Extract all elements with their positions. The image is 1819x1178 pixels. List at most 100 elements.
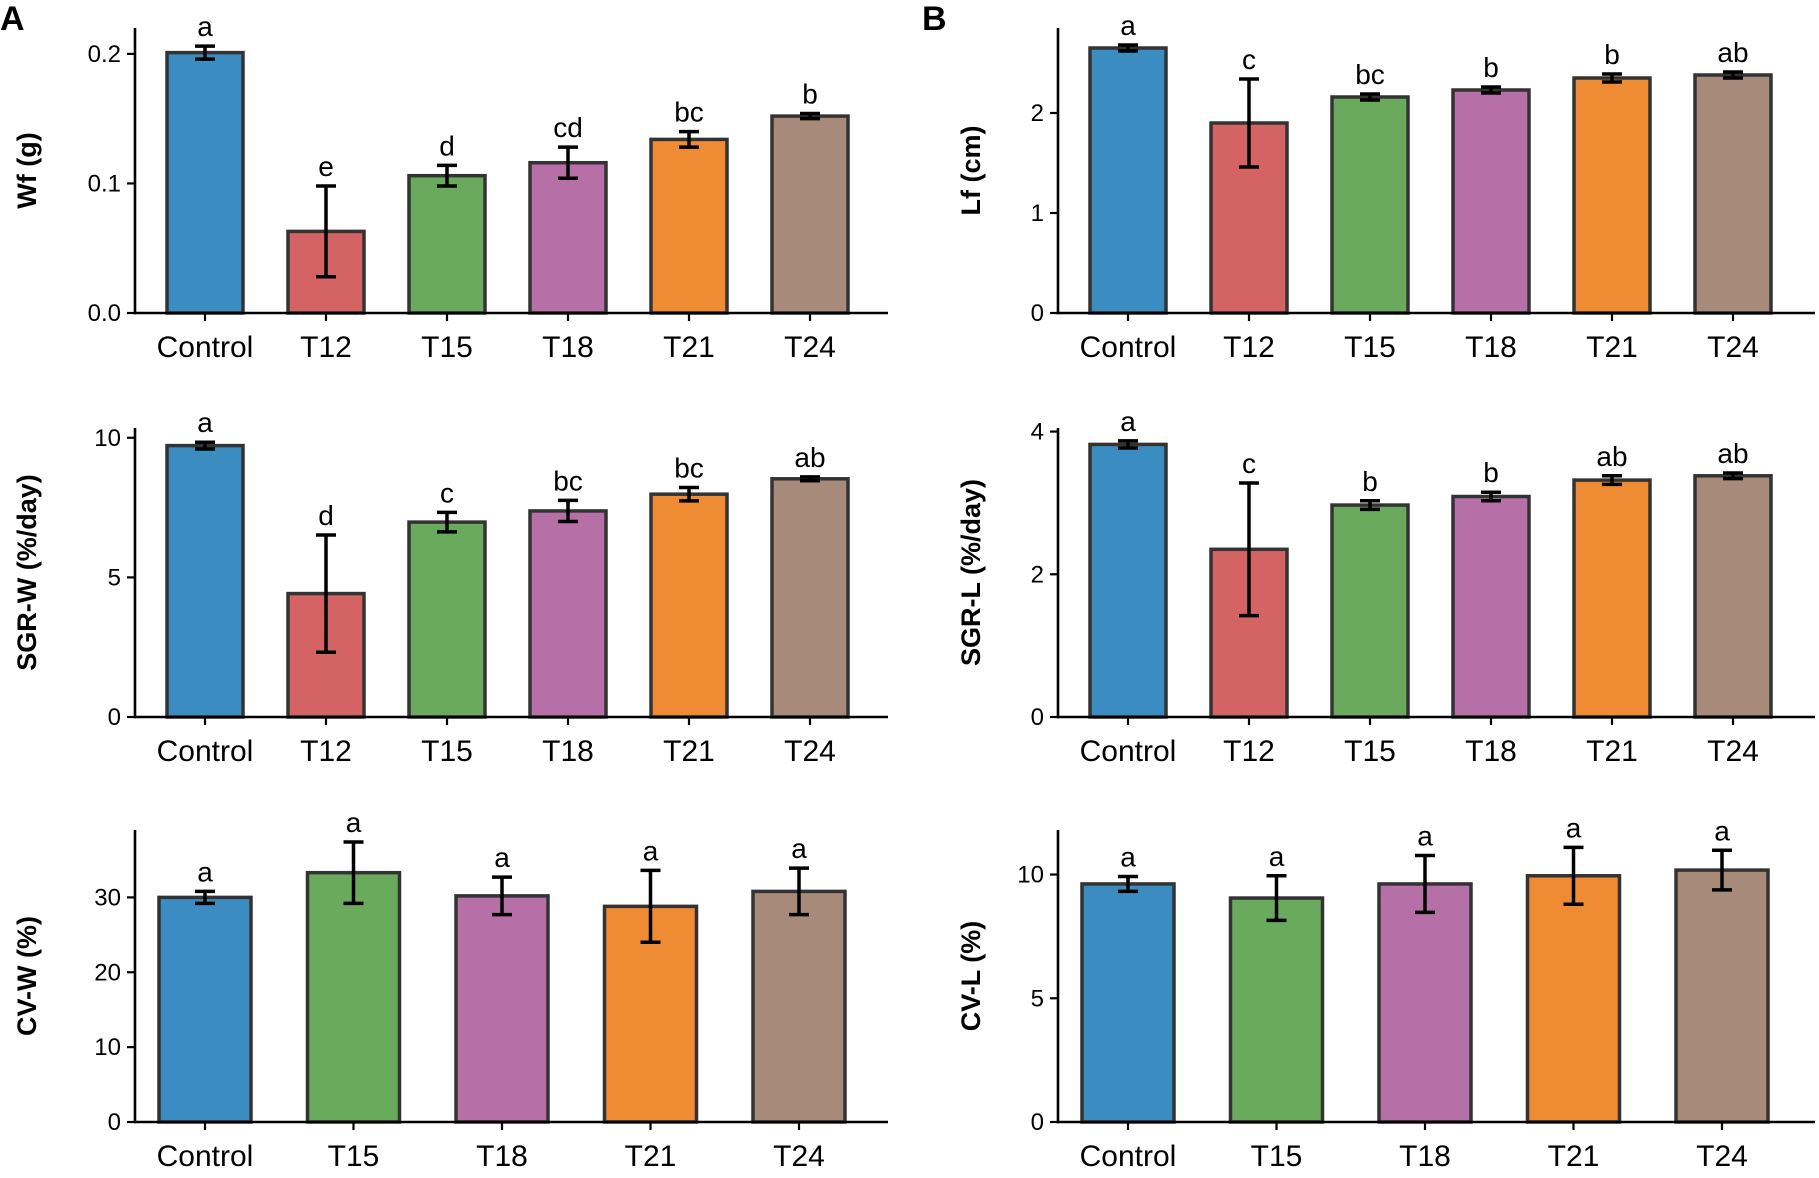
bar-t24 <box>770 477 850 719</box>
y-tick-label: 10 <box>94 1034 121 1061</box>
x-tick-label: T15 <box>1251 1140 1303 1173</box>
bar-t15 <box>407 173 487 315</box>
significance-letter: a <box>1714 815 1730 846</box>
significance-letter: a <box>1120 842 1136 873</box>
bar-t24 <box>751 889 847 1124</box>
bar-t24 <box>770 114 850 315</box>
x-tick-label: T18 <box>1465 735 1517 768</box>
panel-letter-a: A <box>0 0 25 38</box>
y-tick-label: 4 <box>1031 419 1044 446</box>
significance-letter: ab <box>794 442 825 473</box>
bar-control <box>157 895 253 1124</box>
x-tick-label: T21 <box>663 735 715 768</box>
significance-letter: bc <box>674 452 704 483</box>
x-tick-label: T24 <box>784 735 836 768</box>
y-tick-label: 1 <box>1031 200 1044 227</box>
x-tick-label: Control <box>157 1140 254 1173</box>
x-tick-label: Control <box>1080 735 1177 768</box>
y-tick-label: 5 <box>108 564 121 591</box>
significance-letter: b <box>1362 466 1378 497</box>
bar-control <box>1088 46 1168 315</box>
bar-t21 <box>1572 76 1652 315</box>
bar-t21 <box>649 492 729 719</box>
chart-3: a Control d T12 c T15 bc T18 bc T21 ab T24 0 5 10 SGR-W… <box>12 407 888 768</box>
y-tick-label: 0 <box>1031 1109 1044 1136</box>
y-axis-title: SGR-W (%/day) <box>12 474 42 671</box>
y-tick-label: 0.2 <box>88 41 121 68</box>
bar-control <box>165 50 245 315</box>
y-tick-label: 0 <box>1031 704 1044 731</box>
significance-letter: a <box>197 11 213 42</box>
x-tick-label: T18 <box>542 331 594 364</box>
x-tick-label: T15 <box>421 735 473 768</box>
bar-t24 <box>1693 73 1773 315</box>
bar-t18 <box>454 894 550 1124</box>
significance-letter: ab <box>1596 441 1627 472</box>
x-tick-label: T15 <box>421 331 473 364</box>
bar-t18 <box>528 160 608 315</box>
chart-5: a Control a T15 a T18 a T21 a T24 0 10 20 30 CV-W (%) <box>12 807 888 1173</box>
bar-t21 <box>1525 874 1622 1124</box>
chart-6: a Control a T15 a T18 a T21 a T24 0 5 10 CV-L (%) <box>956 812 1815 1173</box>
x-tick-label: T21 <box>1586 735 1638 768</box>
significance-letter: bc <box>553 465 583 496</box>
y-tick-label: 2 <box>1031 561 1044 588</box>
x-tick-label: T18 <box>476 1140 528 1173</box>
x-tick-label: T15 <box>328 1140 380 1173</box>
bar-control <box>1080 882 1176 1124</box>
panel-letter-b: B <box>922 0 947 38</box>
y-tick-label: 0.1 <box>88 170 121 197</box>
bar-t18 <box>1377 882 1473 1124</box>
significance-letter: c <box>440 477 454 508</box>
bar-t15 <box>1330 95 1410 315</box>
y-tick-label: 0 <box>108 704 121 731</box>
x-tick-label: T12 <box>1223 735 1275 768</box>
significance-letter: b <box>1483 457 1499 488</box>
x-tick-label: Control <box>157 735 254 768</box>
y-axis-title: CV-L (%) <box>956 921 986 1032</box>
x-tick-label: T18 <box>542 735 594 768</box>
significance-letter: a <box>1120 10 1136 41</box>
significance-letter: e <box>318 151 334 182</box>
y-tick-label: 0 <box>1031 300 1044 327</box>
significance-letter: ab <box>1717 438 1748 469</box>
bar-t15 <box>1228 896 1325 1124</box>
x-tick-label: T12 <box>300 331 352 364</box>
x-tick-label: T21 <box>1548 1140 1600 1173</box>
bar-t12 <box>1209 121 1289 315</box>
y-axis-title: Wf (g) <box>12 132 42 208</box>
bar-t15 <box>407 520 487 719</box>
bar-t18 <box>1451 494 1531 719</box>
x-tick-label: T15 <box>1344 735 1396 768</box>
significance-letter: d <box>318 500 334 531</box>
y-tick-label: 10 <box>94 425 121 452</box>
x-tick-label: T18 <box>1399 1140 1451 1173</box>
significance-letter: a <box>197 856 213 887</box>
significance-letter: a <box>1566 812 1582 843</box>
significance-letter: a <box>197 407 213 438</box>
y-tick-label: 20 <box>94 959 121 986</box>
significance-letter: a <box>1120 406 1136 437</box>
chart-1: a Control e T12 d T15 cd T18 bc T21 b T24 0.0 0.1 0.2 W… <box>12 11 888 364</box>
x-tick-label: Control <box>157 331 254 364</box>
y-axis-title: Lf (cm) <box>956 126 986 216</box>
significance-letter: a <box>643 835 659 866</box>
x-tick-label: T21 <box>625 1140 677 1173</box>
x-tick-label: T21 <box>663 331 715 364</box>
bar-t24 <box>1693 474 1773 719</box>
y-tick-label: 0.0 <box>88 300 121 327</box>
x-tick-label: T24 <box>1707 331 1759 364</box>
x-tick-label: T15 <box>1344 331 1396 364</box>
y-tick-label: 5 <box>1031 985 1044 1012</box>
bar-t18 <box>528 509 608 719</box>
significance-letter: b <box>802 79 818 110</box>
chart-4: a Control c T12 b T15 b T18 ab T21 ab T24 0 2 4 SGR-L (… <box>956 406 1815 768</box>
x-tick-label: T24 <box>1707 735 1759 768</box>
significance-letter: a <box>494 842 510 873</box>
y-tick-label: 0 <box>108 1109 121 1136</box>
y-axis-title: CV-W (%) <box>12 916 42 1036</box>
significance-letter: c <box>1242 44 1256 75</box>
chart-2: a Control c T12 bc T15 b T18 b T21 ab T24 0 1 2 Lf (cm) <box>956 10 1815 364</box>
significance-letter: cd <box>553 112 583 143</box>
